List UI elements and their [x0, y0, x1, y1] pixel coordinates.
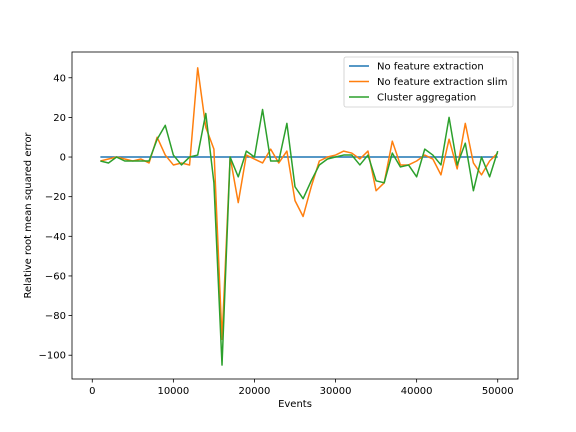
legend-box: [343, 56, 514, 108]
y-axis-label: Relative root mean squared error: [23, 132, 34, 299]
legend-label: No feature extraction: [377, 62, 484, 73]
y-tick-label: −60: [45, 271, 66, 282]
y-tick-label: 20: [53, 113, 66, 124]
x-tick-label: 0: [89, 386, 95, 397]
x-axis: 0 10000 20000 30000 40000 50000: [89, 379, 514, 397]
legend: No feature extraction No feature extracti…: [343, 56, 514, 108]
y-tick-label: 0: [60, 153, 66, 164]
legend-label: No feature extraction slim: [377, 77, 507, 88]
plot-area: [100, 67, 499, 366]
y-axis: 40 20 0 −20 −40 −60 −80 −100: [39, 73, 72, 362]
x-tick-label: 30000: [320, 386, 352, 397]
x-axis-label: Events: [278, 399, 312, 410]
x-tick-label: 50000: [482, 386, 514, 397]
x-tick-label: 20000: [239, 386, 271, 397]
y-tick-label: −20: [45, 192, 66, 203]
legend-label: Cluster aggregation: [377, 93, 476, 104]
y-tick-label: 40: [53, 73, 66, 84]
series-line-2: [100, 67, 499, 341]
y-tick-label: −80: [45, 311, 66, 322]
y-tick-label: −40: [45, 232, 66, 243]
x-tick-label: 10000: [157, 386, 189, 397]
y-tick-label: −100: [39, 351, 66, 362]
plot-frame: [71, 51, 519, 380]
series-line-3: [100, 108, 499, 366]
x-tick-label: 40000: [401, 386, 433, 397]
